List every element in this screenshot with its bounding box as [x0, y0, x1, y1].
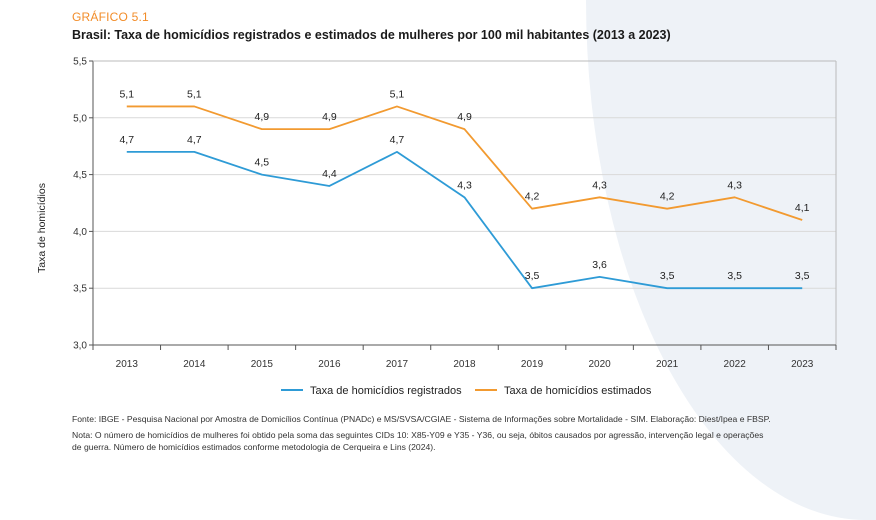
y-tick-label: 5,5 — [73, 57, 87, 68]
y-axis-title: Taxa de homicídios — [36, 183, 48, 273]
methodology-note-line-1: Nota: O número de homicídios de mulheres… — [72, 430, 764, 440]
data-label-registrados: 3,5 — [525, 270, 540, 282]
x-tick-label: 2023 — [791, 359, 814, 370]
methodology-note-line-2: de guerra. Número de homicídios estimado… — [72, 442, 436, 452]
series-line-estimados — [126, 105, 803, 221]
data-label-estimados: 4,9 — [322, 111, 337, 123]
y-tick-label: 3,5 — [73, 284, 87, 295]
x-tick-label: 2022 — [724, 359, 747, 370]
data-label-estimados: 5,1 — [119, 88, 134, 100]
data-label-registrados: 3,5 — [660, 270, 675, 282]
data-label-registrados: 4,5 — [255, 157, 270, 169]
x-tick-label: 2013 — [116, 359, 139, 370]
x-tick-label: 2017 — [386, 359, 409, 370]
y-tick-label: 4,0 — [73, 227, 87, 238]
data-label-estimados: 4,9 — [457, 111, 472, 123]
x-tick-label: 2014 — [183, 359, 206, 370]
data-label-estimados: 4,3 — [727, 179, 742, 191]
data-label-estimados: 4,1 — [795, 202, 810, 214]
data-label-estimados: 5,1 — [187, 88, 202, 100]
data-label-registrados: 4,7 — [119, 134, 134, 146]
data-label-registrados: 3,6 — [592, 259, 607, 271]
y-tick-label: 3,0 — [73, 341, 87, 352]
data-label-registrados: 4,7 — [187, 134, 202, 146]
data-label-estimados: 5,1 — [390, 88, 405, 100]
legend-label-estimados: Taxa de homicídios estimados — [504, 385, 652, 397]
y-tick-label: 4,5 — [73, 170, 87, 181]
data-label-estimados: 4,2 — [660, 191, 675, 203]
legend-label-registrados: Taxa de homicídios registrados — [310, 385, 462, 397]
x-tick-label: 2019 — [521, 359, 544, 370]
data-label-registrados: 3,5 — [795, 270, 810, 282]
x-tick-label: 2020 — [588, 359, 611, 370]
line-chart: 3,0 3,5 4,0 4,5 5,0 5,5 2013 2014 2015 2016 2017 20… — [36, 57, 837, 397]
x-tick-label: 2018 — [453, 359, 476, 370]
figure-title: Brasil: Taxa de homicídios registrados e… — [72, 28, 671, 42]
figure-kicker: GRÁFICO 5.1 — [72, 10, 149, 24]
data-label-estimados: 4,3 — [592, 179, 607, 191]
data-label-registrados: 4,3 — [457, 179, 472, 191]
data-label-registrados: 3,5 — [727, 270, 742, 282]
y-tick-label: 5,0 — [73, 113, 87, 124]
x-tick-label: 2015 — [251, 359, 274, 370]
x-tick-label: 2016 — [318, 359, 341, 370]
data-label-estimados: 4,9 — [255, 111, 270, 123]
x-tick-label: 2021 — [656, 359, 679, 370]
data-label-registrados: 4,4 — [322, 168, 337, 180]
source-note: Fonte: IBGE - Pesquisa Nacional por Amos… — [72, 414, 771, 424]
data-label-registrados: 4,7 — [390, 134, 405, 146]
series-line-registrados — [126, 150, 803, 290]
data-label-estimados: 4,2 — [525, 191, 540, 203]
